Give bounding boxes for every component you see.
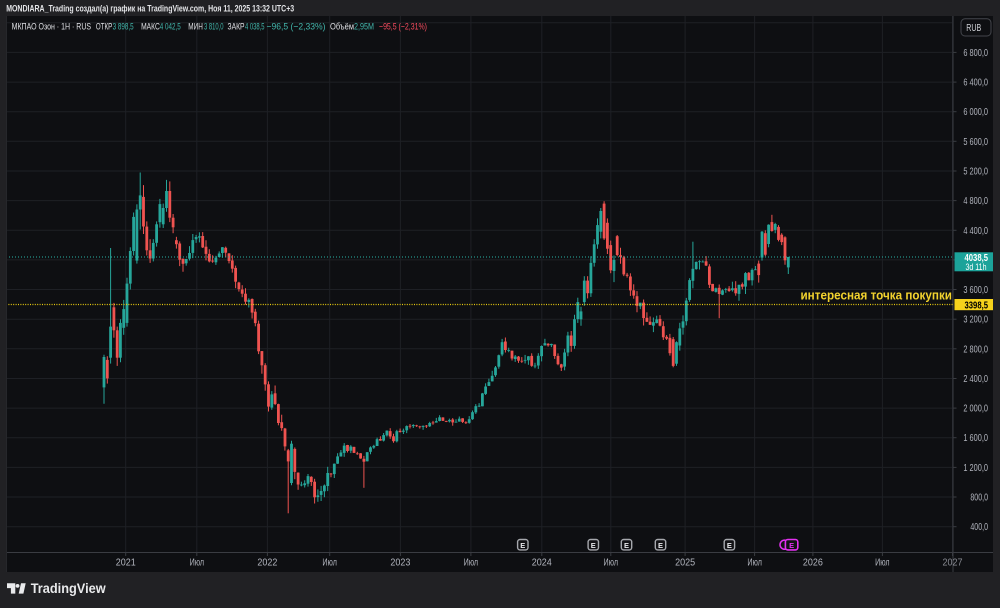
svg-text:3398,5: 3398,5 [965,299,989,311]
svg-text:Июл: Июл [190,557,205,569]
svg-text:E: E [591,541,596,550]
svg-text:MONDIARA_Trading создал(а) гра: MONDIARA_Trading создал(а) график на Tra… [6,4,294,15]
svg-text:5 600,0: 5 600,0 [963,136,988,148]
svg-text:E: E [658,541,663,550]
svg-text:Июл: Июл [464,557,479,569]
svg-text:МИН: МИН [188,21,203,32]
svg-text:E: E [624,541,629,550]
svg-text:4 042,5: 4 042,5 [160,21,181,32]
svg-text:4038,5: 4038,5 [965,252,989,264]
svg-text:5 200,0: 5 200,0 [963,166,988,178]
svg-text:Июл: Июл [322,557,337,569]
svg-text:2024: 2024 [532,557,552,569]
svg-text:2026: 2026 [803,557,823,569]
svg-text:2023: 2023 [390,557,410,569]
svg-text:2,95M: 2,95M [354,21,374,32]
svg-text:6 400,0: 6 400,0 [963,77,988,89]
svg-text:2025: 2025 [675,557,695,569]
svg-text:МКПАО Озон · 1H · RUS: МКПАО Озон · 1H · RUS [12,21,92,32]
svg-text:3 810,0: 3 810,0 [204,21,224,32]
svg-text:Июл: Июл [747,557,762,569]
svg-text:1 200,0: 1 200,0 [963,462,988,474]
svg-text:800,0: 800,0 [970,492,988,504]
svg-text:4 400,0: 4 400,0 [963,225,988,237]
svg-text:Объём: Объём [330,21,354,32]
svg-text:3d 11h: 3d 11h [966,262,987,273]
svg-text:−96,5 (−2,33%): −96,5 (−2,33%) [267,21,326,32]
svg-text:2027: 2027 [943,557,963,569]
svg-text:2 000,0: 2 000,0 [963,403,988,415]
svg-text:400,0: 400,0 [970,521,988,533]
svg-text:3 898,5: 3 898,5 [113,21,134,32]
svg-text:6 000,0: 6 000,0 [963,106,988,118]
svg-text:2 400,0: 2 400,0 [963,373,988,385]
svg-text:ОТКР: ОТКР [96,21,112,32]
svg-text:4 038,5: 4 038,5 [245,21,265,32]
svg-text:интересная точка покупки: интересная точка покупки [801,288,953,303]
svg-text:RUB: RUB [966,23,981,34]
svg-text:ЗАКР: ЗАКР [228,21,245,32]
svg-text:2 800,0: 2 800,0 [963,343,988,355]
svg-text:3 200,0: 3 200,0 [963,314,988,326]
svg-text:6 800,0: 6 800,0 [963,47,988,59]
svg-text:2022: 2022 [257,557,277,569]
svg-text:E: E [727,541,732,550]
svg-text:1 600,0: 1 600,0 [963,432,988,444]
svg-text:МАКС: МАКС [141,21,160,32]
svg-text:−95,5 (−2,31%): −95,5 (−2,31%) [379,21,427,32]
svg-text:2021: 2021 [116,557,136,569]
svg-text:Июл: Июл [875,557,890,569]
svg-text:E: E [789,541,794,550]
svg-text:E: E [520,541,525,550]
svg-text:4 800,0: 4 800,0 [963,195,988,207]
svg-text:3 600,0: 3 600,0 [963,284,988,296]
svg-text:TradingView: TradingView [31,581,106,596]
svg-text:Июл: Июл [604,557,619,569]
